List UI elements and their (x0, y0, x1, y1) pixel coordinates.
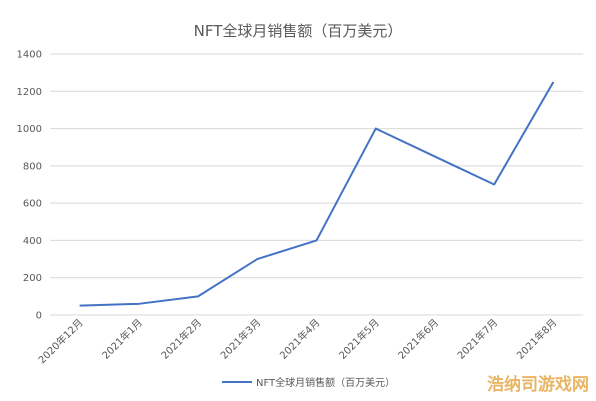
y-axis-tick-labels: 0 200 400 600 800 1000 1200 1400 (17, 50, 42, 322)
gridlines (50, 53, 583, 316)
y-tick-label: 800 (23, 161, 42, 172)
x-tick-label: 2021年1月 (99, 316, 145, 362)
y-tick-label: 0 (36, 311, 42, 322)
x-tick-label: 2021年2月 (158, 316, 204, 362)
y-tick-label: 1000 (17, 124, 42, 135)
y-tick-label: 400 (23, 236, 42, 247)
x-tick-label: 2021年7月 (454, 316, 500, 362)
y-tick-label: 200 (23, 273, 42, 284)
series-line (79, 81, 555, 307)
x-tick-label: 2021年4月 (277, 316, 323, 362)
x-tick-label: 2020年12月 (35, 316, 85, 366)
x-axis-tick-labels: 2020年12月 2021年1月 2021年2月 2021年3月 2021年4月 2021… (35, 316, 559, 366)
x-tick-label: 2021年5月 (336, 316, 382, 362)
x-tick-label: 2021年3月 (218, 316, 264, 362)
x-tick-label: 2021年8月 (514, 316, 560, 362)
y-tick-label: 1400 (17, 50, 42, 61)
x-tick-label: 2021年6月 (395, 316, 441, 362)
watermark: 浩纳司游戏网 (487, 374, 589, 395)
y-tick-label: 1200 (17, 87, 42, 98)
y-tick-label: 600 (23, 199, 42, 210)
series-layer (79, 81, 555, 307)
legend: NFT全球月销售额（百万美元） (222, 376, 395, 389)
legend-label: NFT全球月销售额（百万美元） (256, 376, 395, 389)
chart-title: NFT全球月销售额（百万美元） (194, 22, 403, 40)
